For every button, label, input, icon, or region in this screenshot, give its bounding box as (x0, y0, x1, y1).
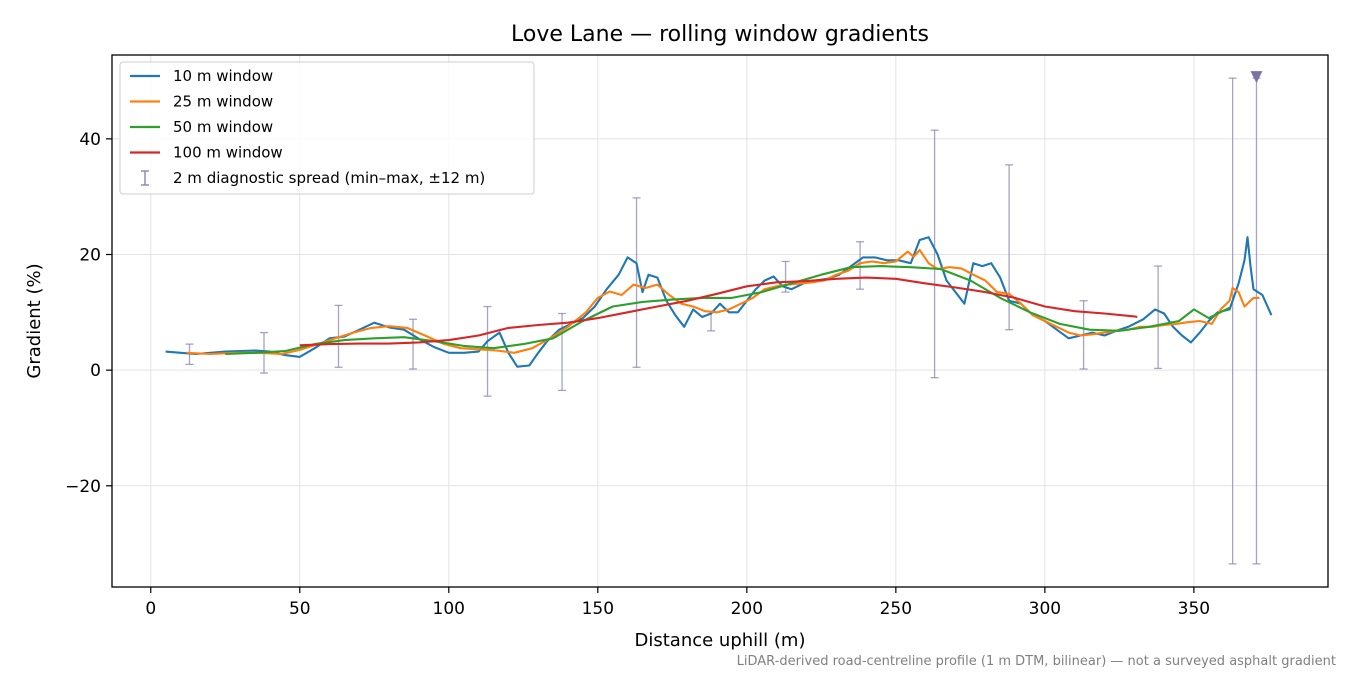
ticks: 0 50 100 150 200 250 300 350 −20 0 20 40 (65, 130, 1210, 619)
legend-label-3: 100 m window (173, 144, 283, 162)
x-tick-label: 250 (880, 599, 912, 619)
y-tick-label: −20 (65, 477, 101, 497)
error-bars (185, 77, 1261, 565)
markers (1250, 71, 1263, 84)
legend-label-4: 2 m diagnostic spread (min–max, ±12 m) (173, 169, 485, 187)
y-tick-label: 0 (90, 361, 101, 381)
x-tick-label: 100 (433, 599, 465, 619)
x-axis-label: Distance uphill (m) (635, 630, 806, 651)
legend-label-2: 50 m window (173, 118, 273, 136)
series-line-3 (299, 276, 1138, 347)
series-line-2 (225, 265, 1231, 356)
y-axis-label: Gradient (%) (24, 263, 45, 378)
y-tick-label: 20 (79, 246, 101, 266)
legend-box (119, 61, 535, 195)
plot-frame (111, 54, 1329, 588)
legend-label-0: 10 m window (173, 67, 273, 85)
x-tick-label: 350 (1178, 599, 1210, 619)
footnote-caption: LiDAR-derived road-centreline profile (1… (737, 654, 1336, 669)
x-tick-label: 300 (1029, 599, 1061, 619)
x-tick-label: 150 (582, 599, 614, 619)
series-lines (165, 236, 1273, 368)
x-tick-label: 50 (289, 599, 311, 619)
legend-label-1: 25 m window (173, 93, 273, 111)
x-tick-label: 0 (145, 599, 156, 619)
chart-title: Love Lane — rolling window gradients (511, 22, 929, 47)
x-tick-label: 200 (731, 599, 763, 619)
y-tick-label: 40 (79, 130, 101, 150)
legend: 10 m window 25 m window 50 m window 100 m w… (119, 61, 535, 195)
clipped-range-marker (1250, 71, 1263, 84)
